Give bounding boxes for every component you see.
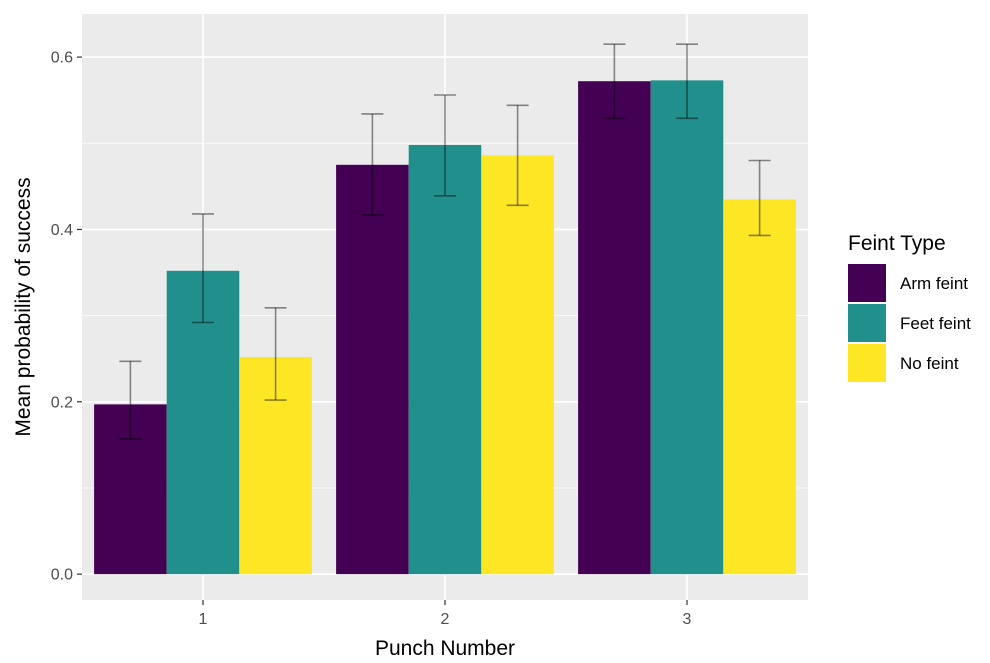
- bar: [239, 356, 312, 575]
- bar: [94, 404, 167, 575]
- x-tick-label: 3: [683, 611, 692, 628]
- legend: Feint Type Arm feint Feet feint No feint: [848, 232, 971, 382]
- bar: [408, 144, 482, 575]
- legend-key-label: Feet feint: [900, 314, 971, 333]
- y-tick-label: 0.4: [51, 222, 73, 239]
- legend-key-swatch: [848, 304, 886, 342]
- bar: [650, 80, 724, 575]
- y-tick-label: 0.0: [51, 567, 73, 584]
- legend-key-label: Arm feint: [900, 274, 968, 293]
- bar: [336, 164, 409, 575]
- bar: [578, 81, 651, 575]
- bars: [94, 80, 796, 575]
- bar: [723, 199, 796, 575]
- legend-title: Feint Type: [848, 232, 946, 255]
- y-tick-label: 0.6: [51, 50, 73, 67]
- y-axis-title: Mean probability of success: [12, 177, 35, 436]
- legend-key-swatch: [848, 344, 886, 382]
- legend-key-label: No feint: [900, 354, 959, 373]
- bar: [481, 155, 554, 575]
- y-tick-label: 0.2: [51, 394, 73, 411]
- x-axis-title: Punch Number: [375, 637, 515, 660]
- error-bars: [119, 43, 771, 440]
- x-tick-label: 2: [441, 611, 450, 628]
- y-axis: 0.0 0.2 0.4 0.6: [51, 50, 82, 584]
- legend-key-swatch: [848, 264, 886, 302]
- x-tick-label: 1: [199, 611, 208, 628]
- x-axis: 1 2 3: [199, 600, 692, 628]
- bar: [166, 270, 240, 575]
